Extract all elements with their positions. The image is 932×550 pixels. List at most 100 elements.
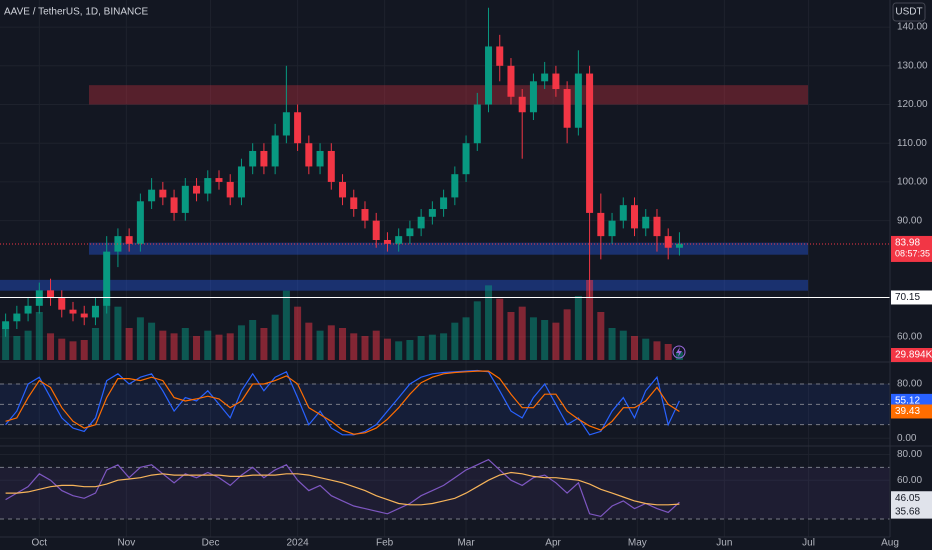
volume-bar xyxy=(642,338,650,360)
candle-body xyxy=(586,73,594,213)
candle-body xyxy=(642,216,650,229)
price-tag xyxy=(891,404,932,419)
candle-body xyxy=(451,174,459,198)
indicator-line xyxy=(5,370,680,435)
candle-body xyxy=(383,240,391,244)
volume-bar xyxy=(47,333,55,360)
y-tick-label: 140.00 xyxy=(897,22,928,33)
volume-bar xyxy=(563,309,571,360)
candle-body xyxy=(249,150,257,167)
y-tick-label: 100.00 xyxy=(897,177,928,188)
candle-body xyxy=(529,81,537,113)
volume-bar xyxy=(619,330,627,360)
volume-bar xyxy=(294,306,302,360)
candle-body xyxy=(316,150,324,167)
candle-body xyxy=(13,313,21,322)
price-tag-label: 83.98 xyxy=(895,238,920,249)
x-tick-label: Nov xyxy=(117,538,135,549)
indicator-line xyxy=(5,369,680,436)
candle-body xyxy=(675,243,683,248)
price-tag xyxy=(891,491,932,506)
candle-body xyxy=(496,46,504,66)
volume-bar xyxy=(451,322,459,360)
volume-bar xyxy=(215,334,223,360)
candle-body xyxy=(260,150,268,167)
volume-bar xyxy=(350,333,358,360)
volume-bar xyxy=(473,301,481,360)
volume-bar xyxy=(260,328,268,360)
band-fill xyxy=(0,384,890,425)
candle-body xyxy=(350,197,358,210)
volume-bar xyxy=(237,325,245,360)
candle-body xyxy=(417,216,425,229)
volume-bar xyxy=(372,330,380,360)
price-tag xyxy=(891,504,932,519)
y-tick-label: 60.00 xyxy=(897,331,922,342)
candle-body xyxy=(664,236,672,248)
candle-body xyxy=(271,135,279,167)
alert-icon[interactable] xyxy=(672,345,686,359)
candle-body xyxy=(80,313,88,318)
price-zone xyxy=(89,85,808,105)
y-tick-label: 60.00 xyxy=(897,475,922,486)
price-tag xyxy=(891,290,932,305)
candle-body xyxy=(237,166,245,198)
candle-body xyxy=(507,65,515,97)
volume-bar xyxy=(395,341,403,360)
candle-body xyxy=(552,73,560,90)
volume-bar xyxy=(204,330,212,360)
volume-bar xyxy=(316,330,324,360)
volume-tag xyxy=(891,348,932,362)
currency-button-label[interactable]: USDT xyxy=(895,7,922,18)
candle-body xyxy=(395,236,403,244)
candle-body xyxy=(462,143,470,175)
volume-bar xyxy=(193,336,201,360)
candle-body xyxy=(58,298,66,310)
candle-body xyxy=(215,178,223,182)
volume-bar xyxy=(507,312,515,360)
volume-bar xyxy=(406,340,414,360)
alert-bolt[interactable] xyxy=(676,347,682,357)
y-tick-label: 120.00 xyxy=(897,99,928,110)
candle-body xyxy=(204,178,212,194)
volume-bar xyxy=(271,314,279,360)
candle-body xyxy=(159,189,167,198)
indicator-line xyxy=(5,471,680,506)
volume-bar xyxy=(574,296,582,360)
x-tick-label: Jul xyxy=(802,538,815,549)
volume-bar xyxy=(159,330,167,360)
x-tick-label: Jun xyxy=(716,538,732,549)
candle-body xyxy=(181,185,189,213)
candle-body xyxy=(563,89,571,128)
candle-body xyxy=(574,73,582,128)
volume-bar xyxy=(383,338,391,360)
candle-body xyxy=(47,290,55,299)
volume-bar xyxy=(485,285,493,360)
band-fill xyxy=(0,467,890,519)
currency-button[interactable] xyxy=(892,2,926,22)
candle-body xyxy=(226,181,234,198)
price-tag xyxy=(891,393,932,408)
volume-bar xyxy=(608,328,616,360)
volume-tag-label: 29.894K xyxy=(895,350,932,361)
candle-body xyxy=(518,96,526,113)
x-tick-label: Feb xyxy=(376,538,394,549)
volume-bar xyxy=(653,341,661,360)
volume-bar xyxy=(552,322,560,360)
price-tag-label: 70.15 xyxy=(895,292,920,303)
volume-bar xyxy=(339,328,347,360)
y-tick-label: 110.00 xyxy=(897,138,927,149)
candle-body xyxy=(24,305,32,314)
candle-body xyxy=(294,112,302,144)
y-tick-label: 0.00 xyxy=(897,433,917,444)
volume-bar xyxy=(58,338,66,360)
volume-bar xyxy=(631,336,639,360)
candle-body xyxy=(608,220,616,237)
y-tick-label: 80.00 xyxy=(897,379,922,390)
volume-bar xyxy=(305,322,313,360)
price-zone xyxy=(0,279,808,291)
volume-bar xyxy=(327,325,335,360)
candle-body xyxy=(361,209,369,221)
candle-body xyxy=(473,104,481,144)
candle-body xyxy=(148,189,156,202)
